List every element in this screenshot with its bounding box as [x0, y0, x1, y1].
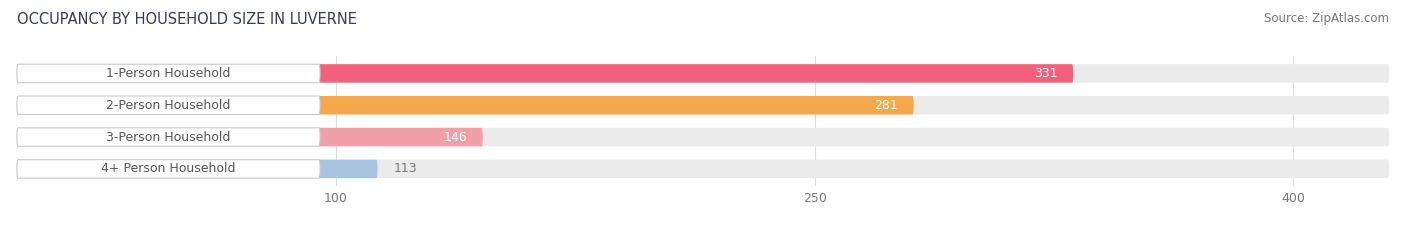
Text: 281: 281 — [875, 99, 897, 112]
Text: 1-Person Household: 1-Person Household — [107, 67, 231, 80]
Text: OCCUPANCY BY HOUSEHOLD SIZE IN LUVERNE: OCCUPANCY BY HOUSEHOLD SIZE IN LUVERNE — [17, 12, 357, 27]
FancyBboxPatch shape — [17, 96, 914, 114]
Text: 146: 146 — [443, 130, 467, 144]
Text: 3-Person Household: 3-Person Household — [107, 130, 231, 144]
FancyBboxPatch shape — [17, 160, 321, 178]
FancyBboxPatch shape — [17, 160, 1389, 178]
Text: 2-Person Household: 2-Person Household — [107, 99, 231, 112]
FancyBboxPatch shape — [17, 160, 377, 178]
Text: 4+ Person Household: 4+ Person Household — [101, 162, 236, 175]
FancyBboxPatch shape — [17, 64, 321, 83]
FancyBboxPatch shape — [17, 128, 321, 146]
FancyBboxPatch shape — [17, 64, 1073, 83]
Text: 113: 113 — [394, 162, 418, 175]
FancyBboxPatch shape — [17, 96, 1389, 114]
FancyBboxPatch shape — [17, 64, 1389, 83]
FancyBboxPatch shape — [17, 128, 482, 146]
FancyBboxPatch shape — [17, 96, 321, 114]
Text: 331: 331 — [1033, 67, 1057, 80]
FancyBboxPatch shape — [17, 128, 1389, 146]
Text: Source: ZipAtlas.com: Source: ZipAtlas.com — [1264, 12, 1389, 25]
